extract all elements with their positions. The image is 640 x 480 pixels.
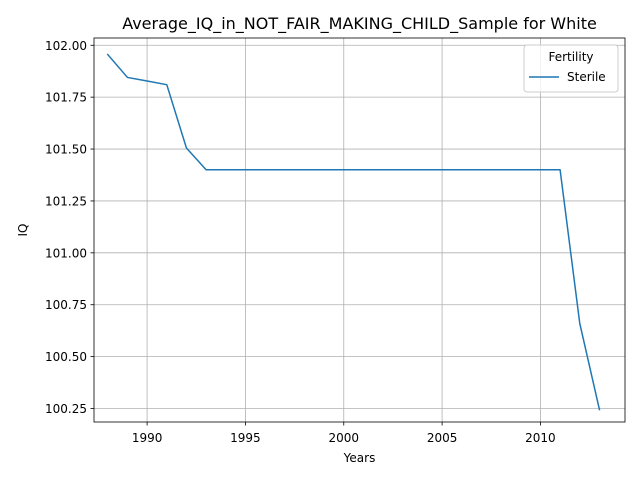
y-tick-label: 102.00 xyxy=(45,39,87,53)
x-tick-label: 2005 xyxy=(427,431,458,445)
legend: Fertility Sterile xyxy=(523,44,619,93)
y-tick-label: 101.00 xyxy=(45,246,87,260)
y-axis-label: IQ xyxy=(16,224,30,237)
y-axis-ticks: 100.25 100.50 100.75 101.00 101.25 101.50 101.… xyxy=(45,39,94,416)
plot-area-frame xyxy=(93,37,626,423)
y-tick-label: 101.75 xyxy=(45,91,87,105)
y-tick-label: 101.50 xyxy=(45,143,87,157)
x-axis-label: Years xyxy=(343,451,376,465)
x-tick-label: 1990 xyxy=(132,431,163,445)
chart-title: Average_IQ_in_NOT_FAIR_MAKING_CHILD_Samp… xyxy=(122,14,597,34)
legend-entry-label: Sterile xyxy=(567,70,606,84)
x-axis-ticks: 1990 1995 2000 2005 2010 xyxy=(132,422,556,445)
x-tick-label: 2000 xyxy=(328,431,359,445)
grid xyxy=(94,38,625,422)
series-line-sterile xyxy=(106,53,601,411)
y-tick-label: 101.25 xyxy=(45,194,87,208)
x-tick-label: 1995 xyxy=(230,431,261,445)
x-tick-label: 2010 xyxy=(525,431,556,445)
y-tick-label: 100.75 xyxy=(45,298,87,312)
series-layer xyxy=(106,53,601,411)
y-tick-label: 100.25 xyxy=(45,402,87,416)
y-tick-label: 100.50 xyxy=(45,350,87,364)
legend-title: Fertility xyxy=(548,50,593,64)
legend-box xyxy=(523,44,619,93)
